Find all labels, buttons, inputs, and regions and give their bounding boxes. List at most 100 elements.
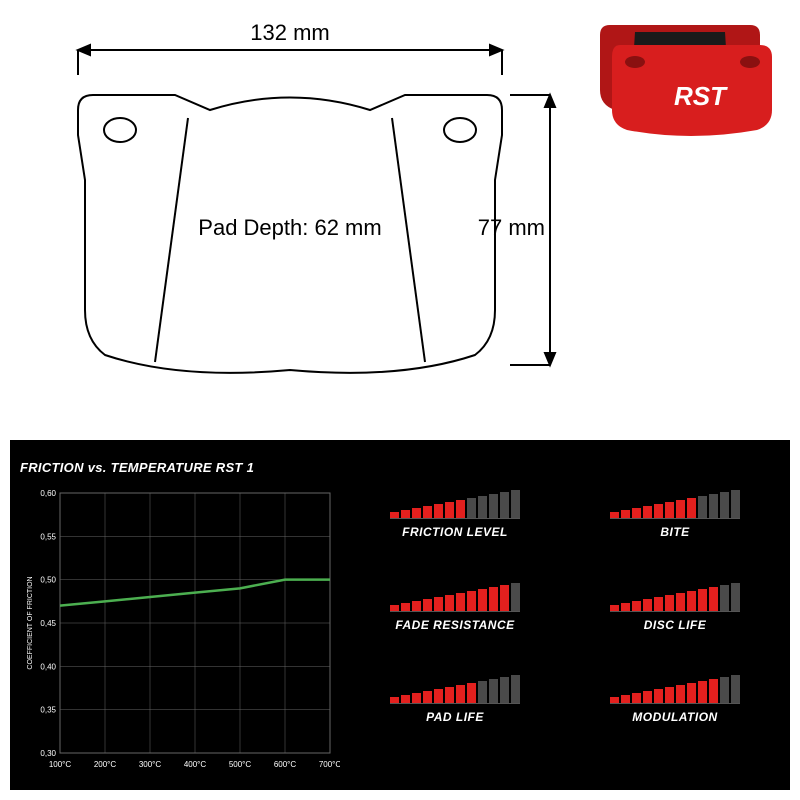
rating-bar: [665, 687, 674, 703]
chart-title: FRICTION vs. TEMPERATURE RST 1: [20, 460, 340, 475]
rating-bar: [709, 494, 718, 518]
rating-bar: [434, 597, 443, 611]
rating-bar: [467, 498, 476, 518]
svg-text:400°C: 400°C: [184, 760, 207, 769]
friction-chart: 0,300,350,400,450,500,550,60100°C200°C30…: [20, 483, 340, 783]
rating-label: PAD LIFE: [426, 710, 484, 724]
svg-text:COEFFICIENT OF FRICTION: COEFFICIENT OF FRICTION: [27, 576, 34, 669]
rating-bar: [412, 508, 421, 518]
rating-bar: [390, 512, 399, 518]
rating-bar: [676, 500, 685, 518]
rating-bar: [511, 490, 520, 518]
rating-bar: [511, 583, 520, 611]
rating-bar: [731, 583, 740, 611]
rating-bar: [665, 595, 674, 611]
rating-bar: [654, 504, 663, 518]
rating-bar: [643, 599, 652, 611]
rating-bar: [698, 681, 707, 703]
rating-bars: [610, 583, 740, 612]
rating-bite: BITE: [580, 490, 770, 555]
rating-bar: [401, 510, 410, 518]
rating-bar: [434, 504, 443, 518]
rating-bar: [687, 591, 696, 611]
svg-text:0,55: 0,55: [40, 532, 56, 541]
rating-bar: [731, 675, 740, 703]
svg-text:0,50: 0,50: [40, 576, 56, 585]
rating-bar: [456, 593, 465, 611]
rating-bar: [467, 683, 476, 703]
height-label: 77 mm: [478, 215, 545, 240]
rating-bar: [412, 693, 421, 703]
rating-bar: [445, 687, 454, 703]
rating-bar: [621, 603, 630, 611]
rating-bar: [632, 508, 641, 518]
rating-bar: [401, 603, 410, 611]
rating-bar: [445, 595, 454, 611]
rating-bar: [610, 512, 619, 518]
rating-bar: [654, 689, 663, 703]
brake-pad-diagram: 132 mm 77 mm Pad Depth: 62 mm: [0, 0, 560, 430]
rating-bar: [621, 510, 630, 518]
rating-bar: [423, 599, 432, 611]
rating-bar: [412, 601, 421, 611]
rating-bar: [731, 490, 740, 518]
rating-friction-level: FRICTION LEVEL: [360, 490, 550, 555]
svg-text:500°C: 500°C: [229, 760, 252, 769]
chart-panel: FRICTION vs. TEMPERATURE RST 1 0,30 0,35 0…: [10, 440, 350, 790]
rating-bar: [665, 502, 674, 518]
rating-bars: [610, 675, 740, 704]
rating-bar: [423, 691, 432, 703]
svg-text:100°C: 100°C: [49, 760, 72, 769]
rating-bar: [632, 601, 641, 611]
rating-bar: [489, 679, 498, 703]
width-label: 132 mm: [250, 20, 329, 45]
svg-text:0,45: 0,45: [40, 619, 56, 628]
rating-bar: [456, 500, 465, 518]
svg-text:200°C: 200°C: [94, 760, 117, 769]
rating-bar: [489, 587, 498, 611]
rating-bars: [610, 490, 740, 519]
rating-bar: [456, 685, 465, 703]
rating-bar: [720, 677, 729, 703]
depth-label: Pad Depth: 62 mm: [198, 215, 381, 240]
rating-disc-life: DISC LIFE: [580, 583, 770, 648]
rating-bar: [423, 506, 432, 518]
rating-bar: [720, 492, 729, 518]
rating-bar: [698, 589, 707, 611]
rating-bars: [390, 675, 520, 704]
rating-bar: [390, 697, 399, 703]
rating-label: FADE RESISTANCE: [395, 618, 514, 632]
rating-bar: [500, 492, 509, 518]
rating-pad-life: PAD LIFE: [360, 675, 550, 740]
rating-bar: [478, 496, 487, 518]
svg-text:0,35: 0,35: [40, 706, 56, 715]
rating-bar: [643, 506, 652, 518]
rating-bar: [467, 591, 476, 611]
bottom-section: FRICTION vs. TEMPERATURE RST 1 0,30 0,35 0…: [10, 440, 790, 790]
rating-bar: [720, 585, 729, 611]
svg-text:0,60: 0,60: [40, 489, 56, 498]
rating-bar: [390, 605, 399, 611]
rating-bar: [709, 587, 718, 611]
rating-label: BITE: [660, 525, 689, 539]
ratings-panel: FRICTION LEVEL BITE FADE RESISTANCE DISC LI…: [350, 440, 790, 790]
rating-bar: [687, 498, 696, 518]
rating-bar: [621, 695, 630, 703]
product-image: RST: [580, 10, 780, 150]
brand-logo: RST: [674, 81, 728, 111]
rating-bar: [676, 685, 685, 703]
rating-bar: [511, 675, 520, 703]
rating-bar: [654, 597, 663, 611]
rating-bar: [478, 589, 487, 611]
svg-text:0,40: 0,40: [40, 662, 56, 671]
rating-bars: [390, 490, 520, 519]
rating-bar: [687, 683, 696, 703]
rating-label: DISC LIFE: [644, 618, 707, 632]
svg-text:600°C: 600°C: [274, 760, 297, 769]
svg-text:700°C: 700°C: [319, 760, 340, 769]
rating-fade-resistance: FADE RESISTANCE: [360, 583, 550, 648]
rating-bar: [643, 691, 652, 703]
rating-bar: [610, 697, 619, 703]
svg-text:0,30: 0,30: [40, 749, 56, 758]
rating-modulation: MODULATION: [580, 675, 770, 740]
